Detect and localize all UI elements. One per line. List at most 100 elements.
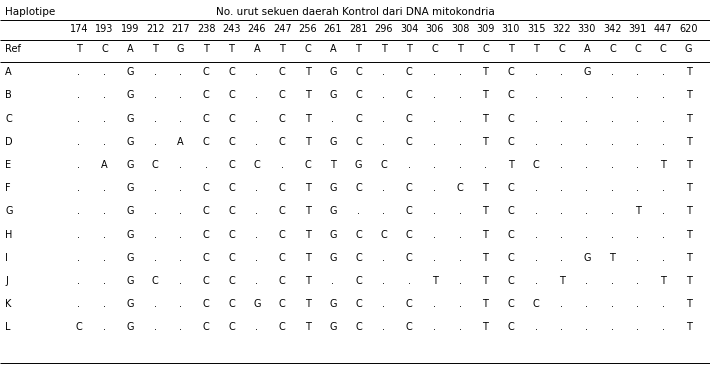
Text: .: . (77, 276, 80, 286)
Text: .: . (560, 229, 563, 240)
Text: G: G (126, 137, 133, 147)
Text: T: T (483, 206, 488, 216)
Text: .: . (459, 67, 462, 77)
Text: .: . (382, 137, 386, 147)
Text: T: T (330, 160, 336, 170)
Text: T: T (305, 137, 310, 147)
Text: C: C (228, 276, 235, 286)
Text: 256: 256 (298, 24, 317, 34)
Text: C: C (406, 183, 413, 193)
Text: .: . (179, 276, 182, 286)
Text: .: . (560, 90, 563, 100)
Text: T: T (432, 276, 437, 286)
Text: .: . (256, 137, 258, 147)
Text: C: C (279, 183, 285, 193)
Text: .: . (636, 113, 639, 124)
Text: C: C (228, 67, 235, 77)
Text: .: . (103, 137, 106, 147)
Text: C: C (5, 113, 12, 124)
Text: .: . (586, 299, 589, 309)
Text: G: G (329, 90, 337, 100)
Text: .: . (459, 276, 462, 286)
Text: .: . (103, 299, 106, 309)
Text: C: C (202, 113, 209, 124)
Text: .: . (636, 322, 639, 332)
Text: .: . (586, 206, 589, 216)
Text: .: . (382, 113, 386, 124)
Text: C: C (508, 183, 514, 193)
Text: .: . (611, 183, 614, 193)
Text: G: G (329, 299, 337, 309)
Text: A: A (101, 160, 108, 170)
Text: .: . (636, 160, 639, 170)
Text: .: . (535, 229, 537, 240)
Text: G: G (126, 90, 133, 100)
Text: T: T (305, 113, 310, 124)
Text: T: T (686, 67, 692, 77)
Text: .: . (153, 206, 157, 216)
Text: Haplotipe: Haplotipe (5, 7, 55, 17)
Text: T: T (305, 206, 310, 216)
Text: .: . (179, 253, 182, 263)
Text: .: . (433, 90, 436, 100)
Text: C: C (279, 229, 285, 240)
Text: C: C (508, 113, 514, 124)
Text: No. urut sekuen daerah Kontrol dari DNA mitokondria: No. urut sekuen daerah Kontrol dari DNA … (216, 7, 494, 17)
Text: C: C (482, 44, 488, 54)
Text: T: T (381, 44, 387, 54)
Text: Ref: Ref (5, 44, 21, 54)
Text: T: T (305, 229, 310, 240)
Text: A: A (5, 67, 11, 77)
Text: .: . (636, 183, 639, 193)
Text: .: . (636, 90, 639, 100)
Text: .: . (535, 137, 537, 147)
Text: .: . (153, 113, 157, 124)
Text: C: C (279, 299, 285, 309)
Text: T: T (305, 253, 310, 263)
Text: C: C (202, 276, 209, 286)
Text: .: . (611, 229, 614, 240)
Text: C: C (355, 137, 362, 147)
Text: C: C (355, 276, 362, 286)
Text: .: . (179, 322, 182, 332)
Text: .: . (77, 299, 80, 309)
Text: .: . (636, 299, 639, 309)
Text: C: C (279, 253, 285, 263)
Text: T: T (483, 276, 488, 286)
Text: .: . (586, 90, 589, 100)
Text: T: T (686, 299, 692, 309)
Text: C: C (228, 206, 235, 216)
Text: C: C (202, 322, 209, 332)
Text: T: T (533, 44, 539, 54)
Text: G: G (329, 206, 337, 216)
Text: C: C (228, 90, 235, 100)
Text: T: T (305, 299, 310, 309)
Text: .: . (662, 67, 665, 77)
Text: 174: 174 (70, 24, 88, 34)
Text: A: A (126, 44, 133, 54)
Text: T: T (483, 90, 488, 100)
Text: T: T (686, 322, 692, 332)
Text: .: . (586, 113, 589, 124)
Text: .: . (103, 90, 106, 100)
Text: 281: 281 (349, 24, 368, 34)
Text: T: T (279, 44, 285, 54)
Text: T: T (508, 160, 514, 170)
Text: C: C (406, 253, 413, 263)
Text: .: . (433, 137, 436, 147)
Text: B: B (5, 90, 12, 100)
Text: .: . (560, 67, 563, 77)
Text: C: C (152, 160, 158, 170)
Text: .: . (179, 160, 182, 170)
Text: 217: 217 (171, 24, 190, 34)
Text: .: . (535, 206, 537, 216)
Text: 247: 247 (273, 24, 292, 34)
Text: .: . (433, 253, 436, 263)
Text: A: A (253, 44, 260, 54)
Text: .: . (560, 299, 563, 309)
Text: .: . (153, 229, 157, 240)
Text: C: C (406, 206, 413, 216)
Text: .: . (636, 229, 639, 240)
Text: 310: 310 (501, 24, 520, 34)
Text: 322: 322 (552, 24, 571, 34)
